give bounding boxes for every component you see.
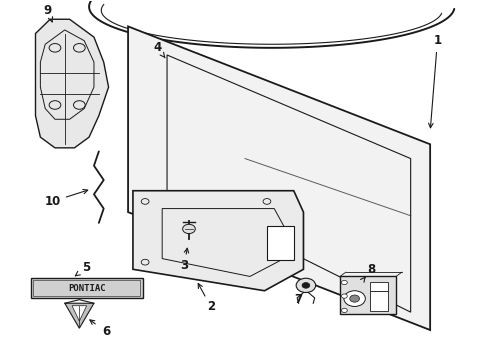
Text: 8: 8 xyxy=(368,263,376,276)
Text: 1: 1 xyxy=(433,34,441,47)
Bar xyxy=(33,280,140,296)
Circle shape xyxy=(302,283,310,288)
Text: 7: 7 xyxy=(294,293,303,306)
Text: 2: 2 xyxy=(207,300,215,313)
Circle shape xyxy=(350,295,360,302)
Circle shape xyxy=(183,224,196,234)
Text: 9: 9 xyxy=(44,4,52,17)
Polygon shape xyxy=(128,26,430,330)
Bar xyxy=(30,278,143,298)
Text: 4: 4 xyxy=(153,41,161,54)
Circle shape xyxy=(296,278,316,293)
Bar xyxy=(370,292,388,311)
Bar xyxy=(370,282,388,291)
Polygon shape xyxy=(133,191,303,291)
Text: 3: 3 xyxy=(180,259,188,272)
Polygon shape xyxy=(72,306,87,321)
Circle shape xyxy=(342,308,347,312)
Text: 5: 5 xyxy=(82,261,91,274)
Circle shape xyxy=(342,280,347,285)
Polygon shape xyxy=(65,303,94,328)
Circle shape xyxy=(344,291,366,306)
Text: PONTIAC: PONTIAC xyxy=(68,284,105,293)
Polygon shape xyxy=(35,19,109,148)
Text: 6: 6 xyxy=(102,325,110,338)
Bar xyxy=(267,226,294,260)
Circle shape xyxy=(342,294,347,298)
Text: 10: 10 xyxy=(45,195,61,208)
Bar xyxy=(340,276,396,314)
